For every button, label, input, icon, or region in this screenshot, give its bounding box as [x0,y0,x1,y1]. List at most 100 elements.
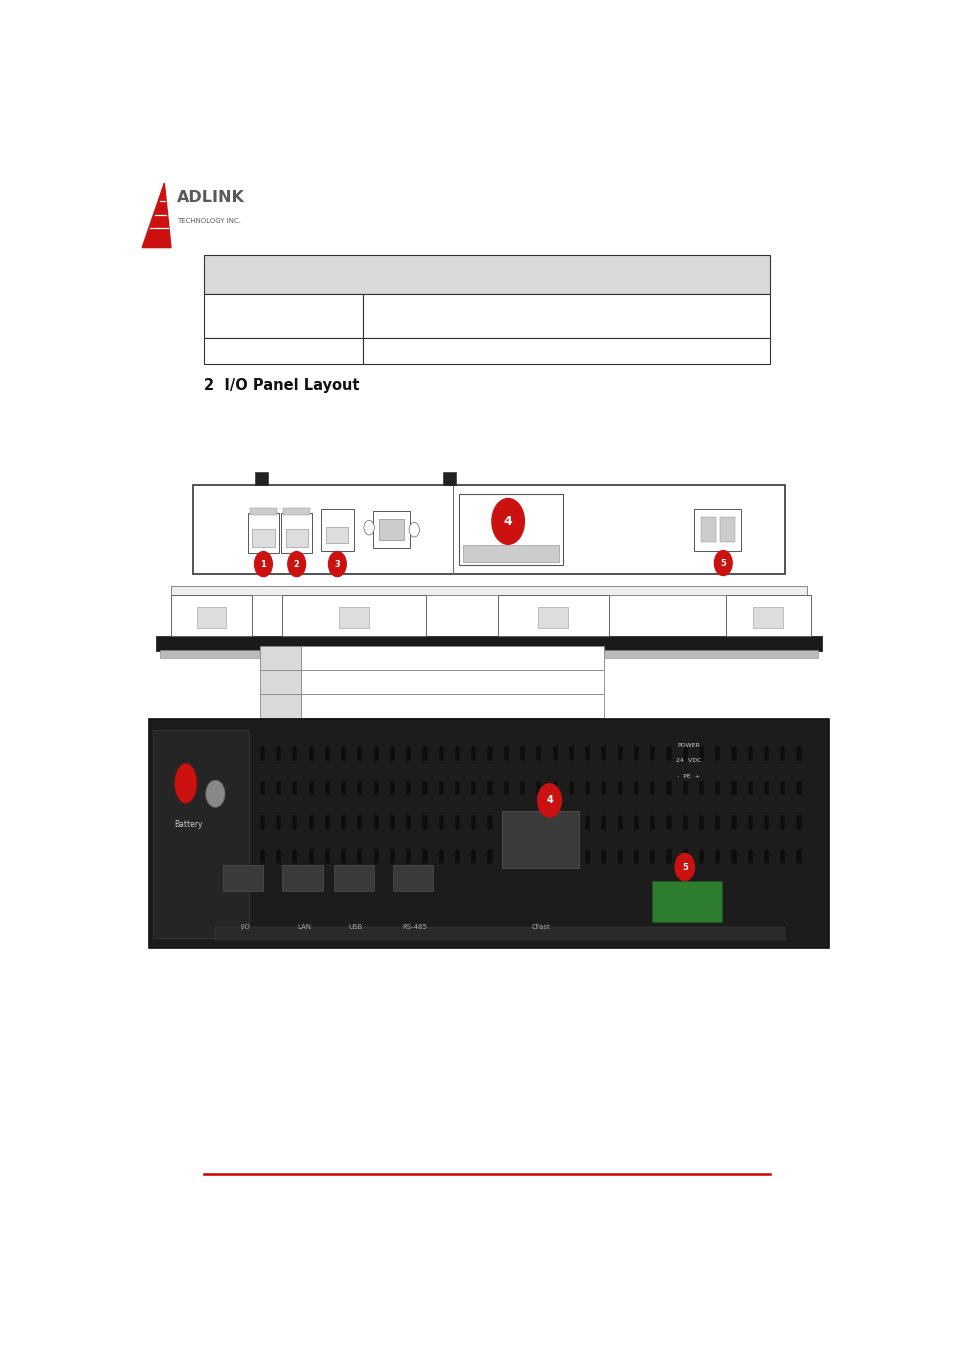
Bar [374,849,378,864]
Bar [731,815,736,830]
Bar [406,815,411,830]
Bar [699,815,703,830]
Bar [308,849,314,864]
Bar [275,849,281,864]
Bar [568,849,574,864]
Bar [149,719,828,948]
Bar [393,865,433,891]
Text: 24  VDC: 24 VDC [675,758,700,764]
Bar [649,780,655,795]
Bar [753,607,782,629]
Text: 4: 4 [546,795,553,806]
Bar [666,815,671,830]
Bar [422,746,427,761]
Bar [552,815,558,830]
Bar [455,815,459,830]
Bar [374,780,378,795]
Bar [503,849,508,864]
Bar [487,849,492,864]
Text: CFast: CFast [531,925,550,930]
Bar [259,849,265,864]
Bar [649,746,655,761]
Circle shape [537,784,560,817]
Ellipse shape [174,764,196,803]
Bar [459,495,562,565]
Bar [503,780,508,795]
Bar [171,587,806,595]
Bar [455,849,459,864]
Bar [536,746,541,761]
Bar [252,529,274,548]
Bar [215,927,783,940]
Bar [406,849,411,864]
Bar [254,472,268,485]
Bar [259,790,300,814]
Bar [715,849,720,864]
Bar [796,780,801,795]
Bar [275,815,281,830]
Bar [666,849,671,864]
Bar [497,595,608,637]
Bar [357,849,362,864]
Bar [324,849,330,864]
Bar [649,815,655,830]
Bar [584,746,590,761]
Circle shape [714,550,731,576]
Bar [341,746,346,761]
Text: 2  I/O Panel Layout: 2 I/O Panel Layout [204,377,359,392]
Bar [584,815,590,830]
Text: 5: 5 [681,863,687,872]
Bar [780,815,784,830]
Bar [455,780,459,795]
Bar [552,780,558,795]
Bar [222,865,263,891]
Bar [455,746,459,761]
Bar [503,815,508,830]
Bar [780,780,784,795]
Bar [617,849,622,864]
Bar [471,780,476,795]
Bar [501,811,578,868]
Bar [796,746,801,761]
Text: LAN: LAN [296,925,311,930]
Bar [324,746,330,761]
Bar [196,607,226,629]
Bar [584,780,590,795]
Bar [308,746,314,761]
Circle shape [675,853,694,880]
Bar [763,815,768,830]
Text: POWER: POWER [677,742,700,748]
Text: 4: 4 [503,515,512,527]
Circle shape [492,499,524,545]
Bar [378,519,403,541]
Bar [300,694,603,718]
Bar [720,518,735,542]
Bar [259,718,300,742]
Bar [250,508,276,515]
Bar [536,780,541,795]
Bar [259,815,265,830]
Polygon shape [142,183,171,247]
Text: 1: 1 [260,560,266,569]
Bar [731,780,736,795]
Bar [438,815,443,830]
Text: TECHNOLOGY INC.: TECHNOLOGY INC. [176,218,241,223]
Bar [519,849,524,864]
Bar [796,849,801,864]
Bar [171,595,252,637]
Bar [666,746,671,761]
Bar [373,511,410,549]
Bar [422,780,427,795]
Bar [292,815,297,830]
Text: -  PE  +: - PE + [677,773,700,779]
Bar [326,526,348,544]
Bar [362,338,769,364]
Bar [324,780,330,795]
Bar [568,780,574,795]
Circle shape [206,780,225,807]
Bar [600,849,606,864]
Bar [362,295,769,338]
Bar [747,780,752,795]
Bar [204,338,362,364]
Bar [537,607,567,629]
